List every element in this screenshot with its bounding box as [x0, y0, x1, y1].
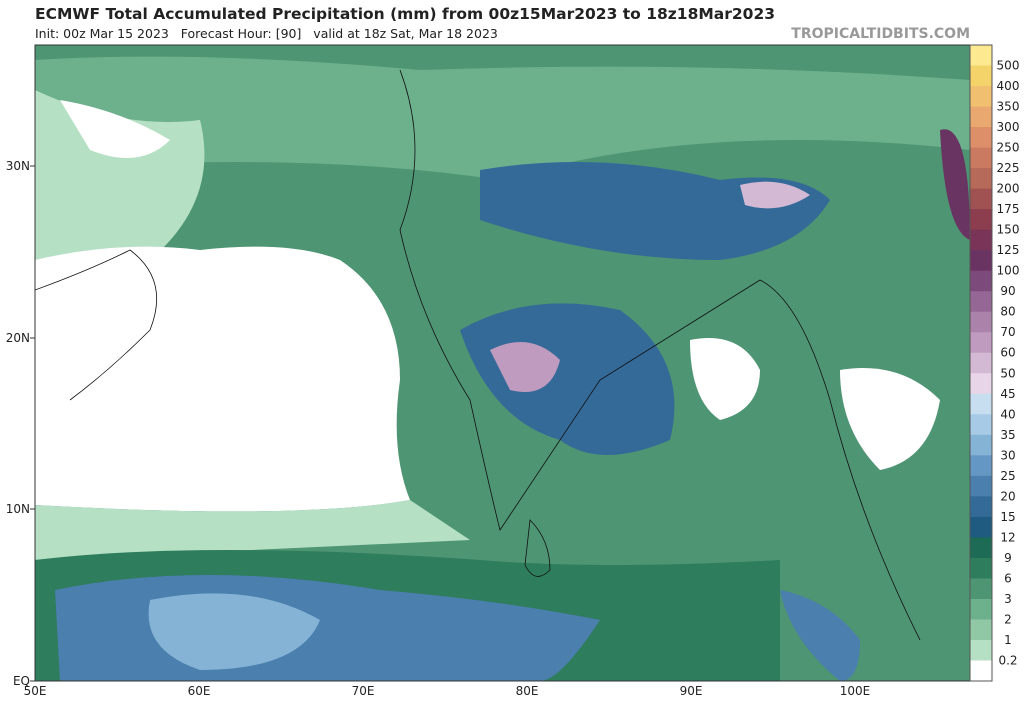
colorbar-label: 500	[997, 59, 1020, 73]
colorbar-label: 35	[1000, 428, 1015, 442]
colorbar-swatch	[970, 332, 992, 354]
latitude-label: 30N	[6, 159, 30, 173]
colorbar-swatch	[970, 373, 992, 395]
colorbar-swatch	[970, 639, 992, 661]
colorbar-swatch	[970, 147, 992, 169]
latitude-label: 20N	[6, 331, 30, 345]
colorbar-label: 125	[997, 243, 1020, 257]
colorbar-label: 90	[1000, 284, 1015, 298]
colorbar-swatch	[970, 619, 992, 641]
map-subtitle: Init: 00z Mar 15 2023 Forecast Hour: [90…	[35, 26, 498, 41]
colorbar-swatch	[970, 537, 992, 559]
colorbar-swatch	[970, 127, 992, 149]
colorbar-swatch	[970, 475, 992, 497]
colorbar-label: 350	[997, 100, 1020, 114]
colorbar-label: 9	[1004, 551, 1012, 565]
colorbar-label: 15	[1000, 510, 1015, 524]
colorbar-swatch	[970, 434, 992, 456]
colorbar-swatch	[970, 311, 992, 333]
colorbar-label: 3	[1004, 592, 1012, 606]
colorbar-label: 25	[1000, 469, 1015, 483]
colorbar-swatch	[970, 352, 992, 374]
colorbar-swatch	[970, 660, 992, 682]
colorbar-label: 175	[997, 202, 1020, 216]
longitude-label: 100E	[840, 684, 871, 698]
longitude-label: 80E	[516, 684, 539, 698]
map-field	[34, 44, 971, 682]
colorbar-swatch	[970, 188, 992, 210]
map-title: ECMWF Total Accumulated Precipitation (m…	[35, 5, 775, 23]
colorbar-swatch	[970, 455, 992, 477]
colorbar-label: 200	[997, 182, 1020, 196]
colorbar-swatch	[970, 414, 992, 436]
colorbar-swatch	[970, 270, 992, 292]
colorbar-swatch	[970, 168, 992, 190]
colorbar-swatch	[970, 65, 992, 87]
colorbar-swatch	[970, 516, 992, 538]
colorbar-label: 6	[1004, 571, 1012, 585]
colorbar-swatch	[970, 209, 992, 231]
colorbar-swatch	[970, 393, 992, 415]
longitude-label: 50E	[24, 684, 47, 698]
colorbar-swatch	[970, 291, 992, 313]
colorbar-label: 0.2	[998, 653, 1017, 667]
colorbar-swatch	[970, 557, 992, 579]
colorbar-label: 400	[997, 79, 1020, 93]
colorbar-label: 80	[1000, 305, 1015, 319]
colorbar-label: 300	[997, 120, 1020, 134]
colorbar-label: 2	[1004, 612, 1012, 626]
colorbar-swatch	[970, 598, 992, 620]
colorbar-swatch	[970, 86, 992, 108]
colorbar-label: 225	[997, 161, 1020, 175]
colorbar-swatch	[970, 250, 992, 272]
colorbar-label: 30	[1000, 448, 1015, 462]
colorbar-label: 1	[1004, 633, 1012, 647]
colorbar-label: 150	[997, 223, 1020, 237]
colorbar-label: 100	[997, 264, 1020, 278]
longitude-label: 60E	[188, 684, 211, 698]
colorbar-frame	[969, 44, 993, 682]
colorbar-swatch	[970, 229, 992, 251]
colorbar-label: 70	[1000, 325, 1015, 339]
colorbar-label: 50	[1000, 366, 1015, 380]
colorbar-label: 12	[1000, 530, 1015, 544]
colorbar-swatch	[970, 106, 992, 128]
colorbar-label: 250	[997, 141, 1020, 155]
colorbar-label: 40	[1000, 407, 1015, 421]
credit: TROPICALTIDBITS.COM	[791, 26, 970, 42]
longitude-label: 70E	[352, 684, 375, 698]
colorbar-label: 45	[1000, 387, 1015, 401]
colorbar-swatch	[970, 578, 992, 600]
colorbar-swatch	[970, 496, 992, 518]
latitude-label: EQ	[13, 674, 30, 688]
colorbar-label: 20	[1000, 489, 1015, 503]
latitude-label: 10N	[6, 502, 30, 516]
colorbar-label: 60	[1000, 346, 1015, 360]
colorbar-swatch	[970, 45, 992, 67]
longitude-label: 90E	[680, 684, 703, 698]
